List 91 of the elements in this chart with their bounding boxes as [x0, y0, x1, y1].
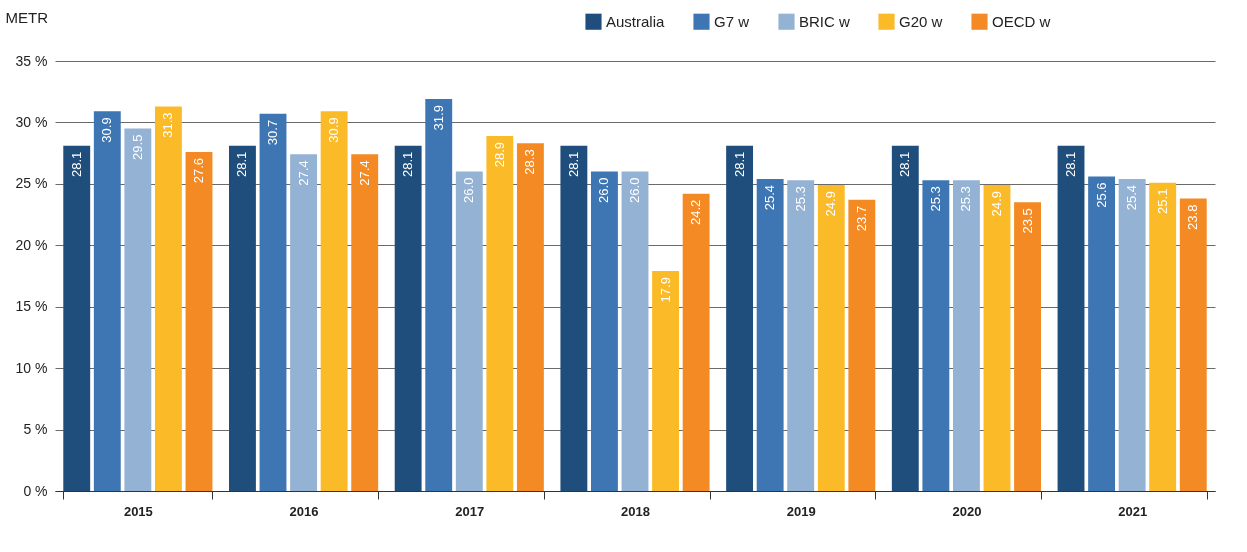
bar: [726, 145, 754, 491]
data-label: 28.1: [565, 151, 581, 178]
bar: [983, 185, 1011, 491]
bar: [787, 180, 815, 491]
legend-label: OECD w: [992, 12, 1051, 30]
bar: [1014, 202, 1041, 491]
data-label: 28.1: [731, 151, 747, 178]
data-label: 25.3: [792, 186, 808, 212]
data-label: 25.3: [958, 186, 974, 212]
bar: [290, 154, 318, 491]
bar: [922, 180, 950, 491]
data-label: 24.2: [688, 199, 704, 225]
legend-label: G7 w: [714, 12, 750, 30]
data-label: 28.9: [491, 141, 507, 168]
x-tick-label: 2016: [289, 503, 319, 519]
data-label: 28.1: [234, 151, 250, 178]
data-label: 23.7: [853, 205, 869, 232]
data-label: 25.4: [1124, 184, 1140, 211]
data-label: 29.5: [129, 134, 145, 160]
data-label: 25.4: [762, 184, 778, 211]
bar: [185, 151, 213, 491]
bar: [756, 178, 784, 491]
data-label: 28.1: [68, 151, 84, 178]
bar: [259, 113, 287, 491]
data-label: 27.6: [190, 157, 206, 184]
data-label: 23.5: [1019, 208, 1035, 234]
data-label: 25.6: [1093, 182, 1109, 208]
x-tick-label: 2019: [786, 503, 816, 519]
y-tick-label: 20 %: [15, 236, 48, 253]
bar: [817, 185, 845, 491]
y-tick-label: 10 %: [15, 359, 48, 376]
bar: [621, 171, 649, 491]
y-axis-title: METR: [5, 8, 49, 26]
data-label: 23.8: [1185, 204, 1201, 230]
data-label: 24.9: [823, 191, 839, 217]
bar: [394, 145, 422, 491]
data-label: 28.3: [522, 149, 538, 175]
bar: [848, 199, 876, 491]
bar: [63, 145, 91, 491]
x-tick-label: 2021: [1118, 503, 1148, 519]
data-label: 26.0: [596, 177, 612, 203]
bar: [891, 145, 919, 491]
bar: [516, 143, 544, 491]
data-label: 28.1: [400, 151, 416, 178]
data-label: 28.1: [897, 151, 913, 178]
data-label: 25.3: [927, 186, 943, 212]
data-label: 30.7: [265, 119, 281, 146]
bar: [590, 171, 618, 491]
bar: [93, 111, 121, 491]
bar: [351, 154, 379, 491]
x-tick-label: 2018: [621, 503, 650, 519]
legend-label: BRIC w: [799, 12, 850, 30]
legend-label: Australia: [606, 12, 666, 30]
legend-label: G20 w: [899, 12, 943, 30]
y-tick-label: 25 %: [15, 175, 48, 192]
bar: [320, 111, 348, 491]
bar: [486, 135, 514, 491]
bar: [682, 193, 710, 491]
data-label: 26.0: [461, 177, 477, 203]
y-tick-label: 35 %: [15, 52, 48, 69]
data-label: 30.9: [326, 117, 342, 143]
x-tick-label: 2015: [123, 503, 153, 519]
data-label: 24.9: [988, 191, 1004, 217]
x-tick-label: 2017: [455, 503, 485, 519]
data-label: 17.9: [657, 277, 673, 303]
y-tick-label: 30 %: [15, 113, 48, 130]
bar: [952, 180, 980, 491]
bar: [425, 99, 453, 491]
bar: [560, 145, 588, 491]
data-label: 27.4: [295, 160, 311, 186]
data-label: 31.9: [430, 105, 446, 131]
data-label: 26.0: [627, 177, 642, 203]
y-tick-label: 5 %: [23, 421, 48, 438]
bar: [1088, 176, 1116, 491]
x-tick-label: 2020: [952, 503, 982, 519]
y-tick-label: 15 %: [15, 298, 48, 315]
bar: [154, 106, 182, 491]
data-label: 27.4: [356, 160, 372, 186]
data-label: 31.3: [160, 112, 176, 138]
data-label: 28.1: [1063, 151, 1079, 178]
bar: [1149, 182, 1177, 491]
y-tick-label: 0 %: [23, 482, 48, 499]
bar: [1057, 145, 1085, 491]
bar: [1179, 198, 1207, 491]
bar: [455, 171, 483, 491]
bar: [229, 145, 256, 491]
bar: [124, 128, 152, 491]
bar: [652, 271, 680, 491]
data-label: 30.9: [99, 117, 115, 143]
bar: [1118, 178, 1146, 491]
data-label: 25.1: [1154, 188, 1170, 214]
